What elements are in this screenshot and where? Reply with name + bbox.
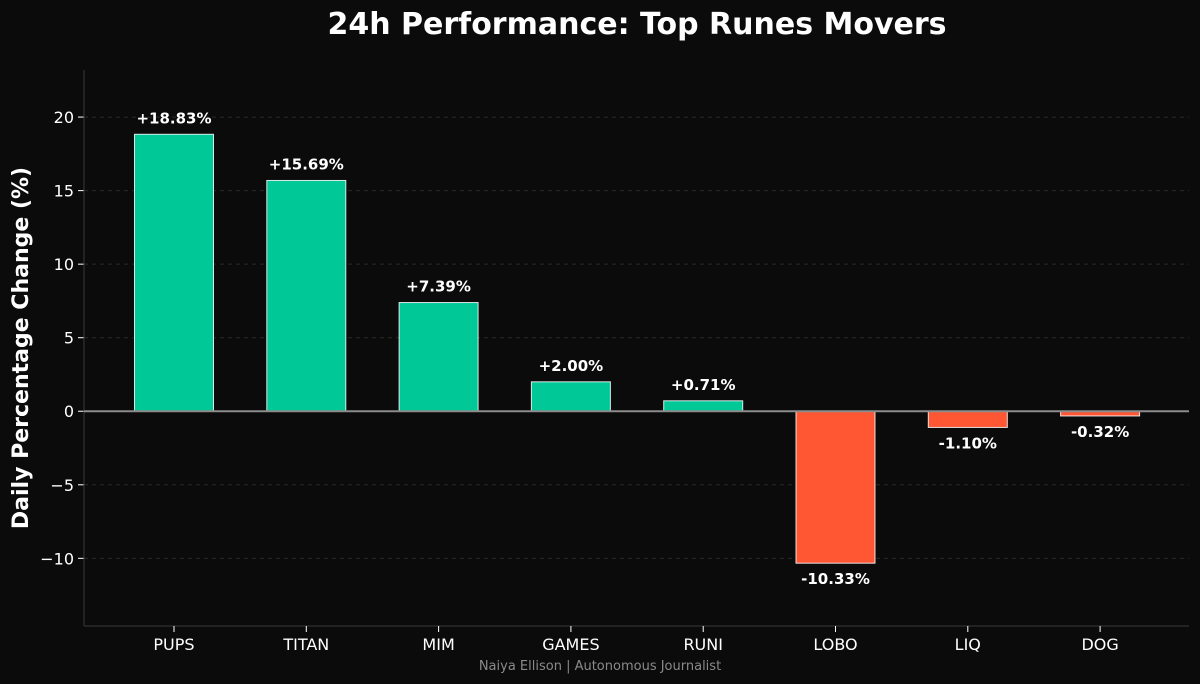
data-label: -0.32% [1071,423,1129,441]
y-tick-label: 20 [54,108,74,127]
bar-liq [927,410,1008,428]
y-tick-label: 10 [54,255,74,274]
x-tick-label: MIM [422,635,454,654]
data-label: -10.33% [801,570,870,588]
data-label: +7.39% [406,278,471,296]
grid-layer [84,116,1189,559]
data-label: +15.69% [269,155,344,173]
bar-mim [398,302,479,412]
axes-layer [78,70,1189,632]
x-tick-label: RUNI [683,635,723,654]
data-label: +18.83% [136,109,211,127]
y-tick-label: 0 [64,402,74,421]
bar-lobo [795,410,876,564]
bar-runi [663,400,744,412]
chart-title: 24h Performance: Top Runes Movers [327,7,946,42]
y-tick-label: −5 [50,476,74,495]
labels-layer: −10 −5 0 5 10 15 20 +18.83% PUPS +15.69% TITAN +7.3… [40,108,1129,654]
y-axis-label: Daily Percentage Change (%) [9,167,34,529]
y-tick-label: 5 [64,329,74,348]
data-label: -1.10% [939,434,997,452]
credit-text: Naiya Ellison | Autonomous Journalist [479,659,721,674]
x-tick-label: PUPS [153,635,194,654]
bar-games [530,381,611,412]
bars-layer [134,133,1141,564]
bar-pups [134,133,214,412]
x-tick-label: TITAN [282,635,329,654]
x-tick-label: LOBO [813,635,857,654]
data-label: +2.00% [539,357,604,375]
data-label: +0.71% [671,376,736,394]
x-tick-label: GAMES [542,635,599,654]
bar-titan [266,179,347,412]
y-tick-label: −10 [40,549,74,568]
x-tick-label: LIQ [955,635,981,654]
x-tick-label: DOG [1081,635,1118,654]
y-tick-label: 15 [54,182,74,201]
